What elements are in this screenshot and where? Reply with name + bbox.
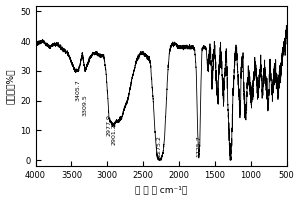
- Y-axis label: 透过率（%）: 透过率（%）: [6, 68, 15, 104]
- X-axis label: 波 长 （ cm⁻¹）: 波 长 （ cm⁻¹）: [135, 185, 187, 194]
- Text: 3405.7: 3405.7: [76, 79, 81, 101]
- Text: 2901.2: 2901.2: [112, 123, 117, 145]
- Text: 2275.2: 2275.2: [157, 135, 162, 157]
- Text: 2977.9: 2977.9: [106, 114, 111, 136]
- Text: 3309.5: 3309.5: [82, 94, 88, 116]
- Text: 1725.7: 1725.7: [196, 135, 201, 157]
